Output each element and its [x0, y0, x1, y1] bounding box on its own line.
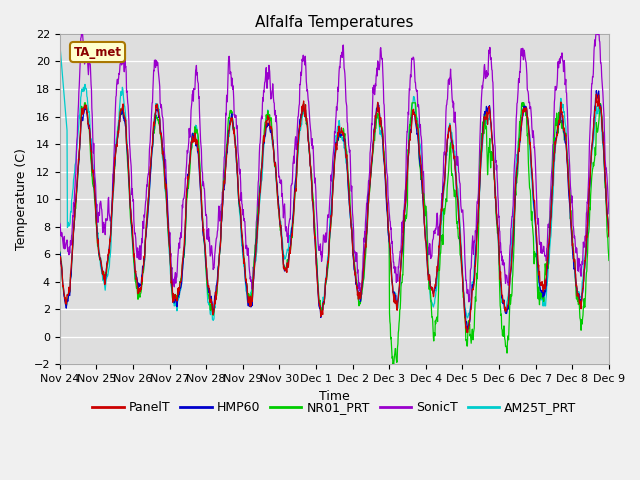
X-axis label: Time: Time — [319, 390, 349, 403]
Legend: PanelT, HMP60, NR01_PRT, SonicT, AM25T_PRT: PanelT, HMP60, NR01_PRT, SonicT, AM25T_P… — [88, 396, 581, 420]
Text: TA_met: TA_met — [74, 46, 122, 59]
Title: Alfalfa Temperatures: Alfalfa Temperatures — [255, 15, 413, 30]
Y-axis label: Temperature (C): Temperature (C) — [15, 148, 28, 250]
